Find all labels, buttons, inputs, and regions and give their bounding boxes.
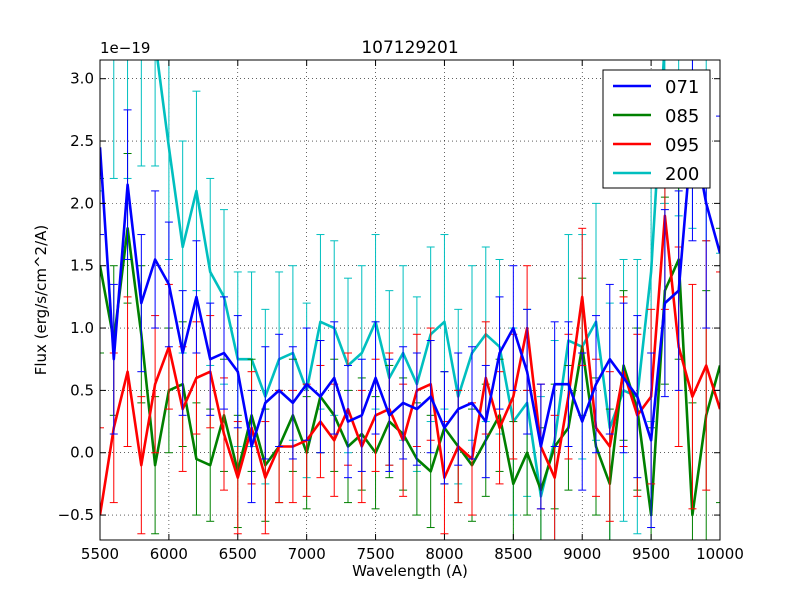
x-tick-label: 8500 <box>494 545 532 563</box>
series-line-071 <box>100 127 720 448</box>
legend-box <box>602 69 711 189</box>
x-tick-label: 6000 <box>150 545 188 563</box>
x-tick-label: 5500 <box>81 545 119 563</box>
series-layer <box>100 60 720 540</box>
y-tick-label: −0.5 <box>58 506 94 524</box>
plot-frame <box>99 59 721 541</box>
x-tick-label: 9000 <box>563 545 601 563</box>
x-tick-label: 6500 <box>219 545 257 563</box>
y-axis-title: Flux (erg/s/cm^2/A) <box>32 225 50 376</box>
x-tick-label: 7500 <box>356 545 394 563</box>
series-line-095 <box>100 214 720 516</box>
legend-label-095: 095 <box>665 135 699 156</box>
series-line-085 <box>100 227 720 517</box>
x-tick-label: 7000 <box>288 545 326 563</box>
y-tick-label: 1.0 <box>70 319 94 337</box>
legend: 071 085 095 200 <box>602 69 711 189</box>
x-axis-title: Wavelength (A) <box>352 562 468 580</box>
y-tick-label: 0.0 <box>70 444 94 462</box>
y-tick-label: 0.5 <box>70 381 94 399</box>
x-tick-label: 10000 <box>696 545 744 563</box>
y-tick-label: 2.5 <box>70 132 94 150</box>
y-tick-label: 2.0 <box>70 194 94 212</box>
x-tick-label: 9500 <box>632 545 670 563</box>
y-tick-label: 3.0 <box>70 70 94 88</box>
x-tick-label: 8000 <box>425 545 463 563</box>
legend-label-200: 200 <box>665 164 699 185</box>
legend-label-085: 085 <box>665 106 699 127</box>
chart-title: 107129201 <box>361 38 458 58</box>
legend-label-071: 071 <box>665 77 699 98</box>
y-tick-label: 1.5 <box>70 257 94 275</box>
axis-ticks: 5500 6000 6500 7000 7500 8000 8500 9000 9500 1000… <box>58 60 744 563</box>
y-offset-label: 1e−19 <box>100 39 150 57</box>
